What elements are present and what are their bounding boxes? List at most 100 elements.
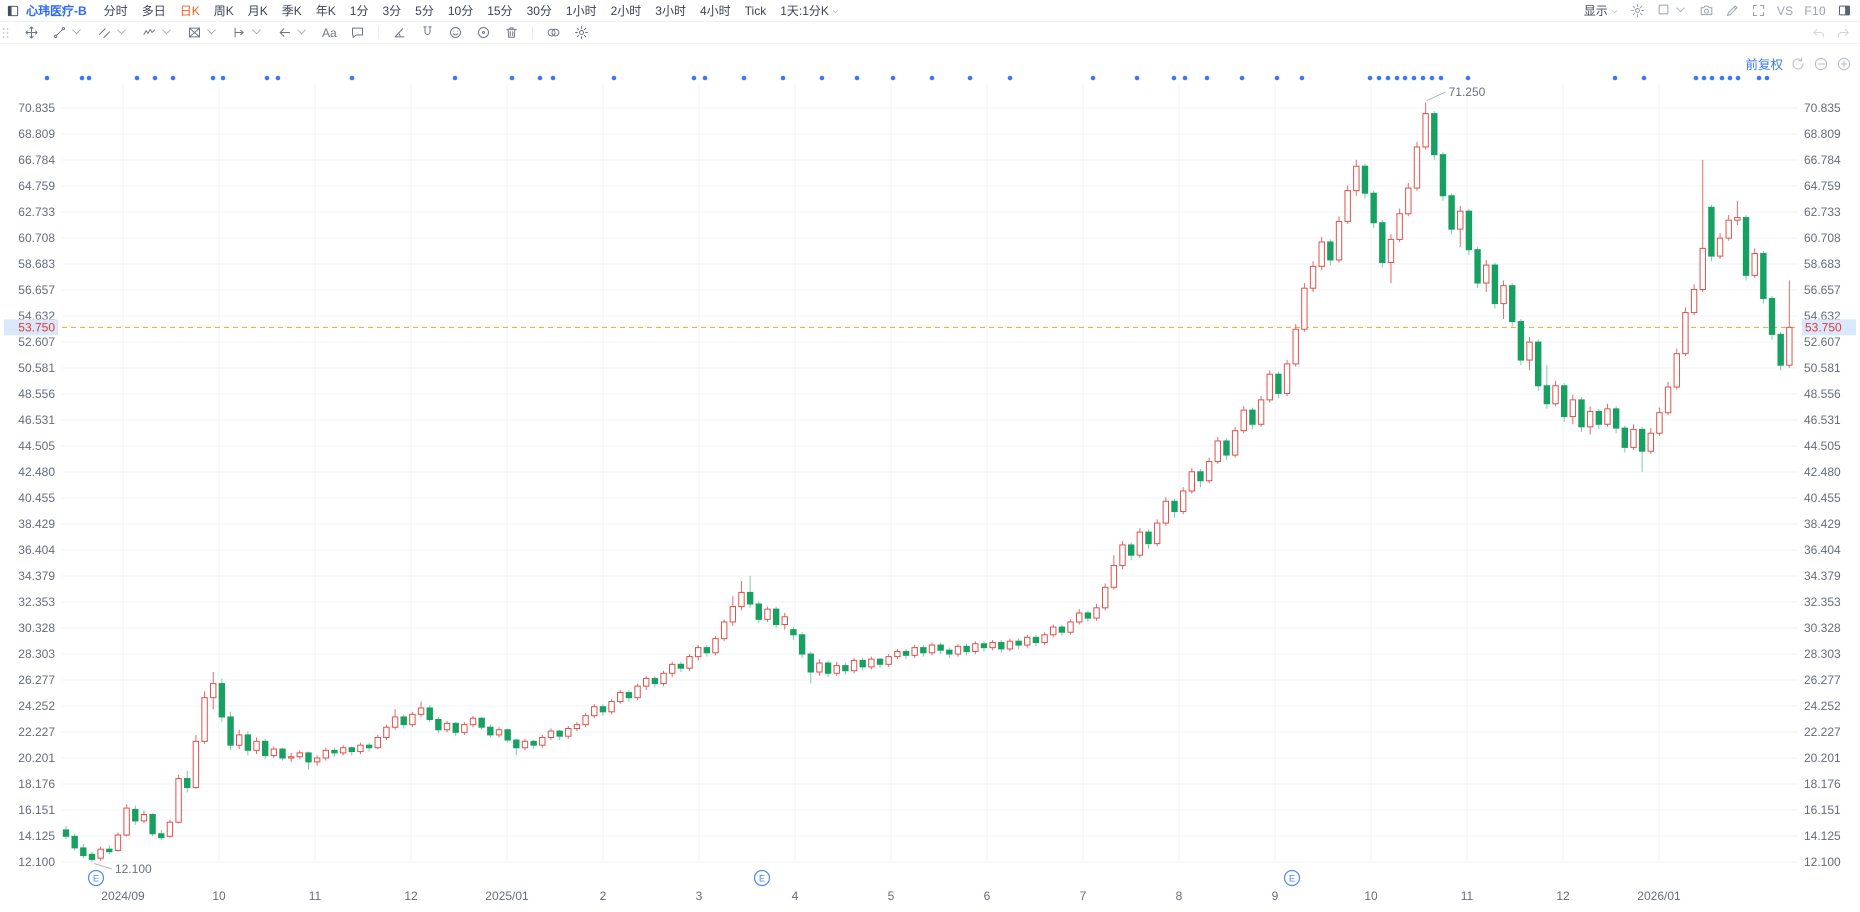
toolbar-drag-handle[interactable] — [2, 27, 9, 38]
event-dot[interactable] — [854, 75, 860, 81]
event-dot[interactable] — [1090, 75, 1096, 81]
target-tool-icon[interactable] — [476, 25, 491, 40]
event-dot[interactable] — [702, 75, 708, 81]
event-dot[interactable] — [1612, 75, 1618, 81]
zoom-in-icon[interactable] — [1836, 56, 1852, 72]
event-dot[interactable] — [1465, 75, 1471, 81]
tab-15分[interactable]: 15分 — [487, 4, 513, 18]
tab-周K[interactable]: 周K — [213, 4, 234, 18]
event-dot[interactable] — [1727, 75, 1733, 81]
delete-tool-icon[interactable] — [504, 25, 519, 40]
comment-tool-icon[interactable] — [350, 25, 365, 40]
event-dot[interactable] — [967, 75, 973, 81]
vs-button[interactable]: VS — [1776, 3, 1794, 18]
measure-tool-icon[interactable] — [232, 24, 264, 41]
fullscreen-icon[interactable] — [1751, 3, 1766, 18]
angle-tool-icon[interactable] — [392, 25, 407, 40]
wave-tool-icon[interactable] — [142, 24, 174, 41]
event-dot[interactable] — [44, 75, 50, 81]
tab-月K[interactable]: 月K — [247, 4, 268, 18]
tab-30分[interactable]: 30分 — [526, 4, 552, 18]
event-dot[interactable] — [1171, 75, 1177, 81]
tab-3小时[interactable]: 3小时 — [655, 4, 686, 18]
tab-Tick[interactable]: Tick — [744, 3, 767, 18]
sidebar-layout-icon[interactable] — [1837, 3, 1852, 18]
candlestick-chart[interactable]: 71.250 12.100 E E E 70.835 70.835 68.809 68.809 6… — [0, 44, 1860, 912]
panel-toggle-icon[interactable] — [6, 4, 20, 18]
event-dot[interactable] — [152, 75, 158, 81]
chart-settings-icon[interactable] — [1630, 3, 1645, 18]
adjust-mode-button[interactable]: 前复权 — [1745, 58, 1783, 72]
event-dot[interactable] — [819, 75, 825, 81]
pan-tool-icon[interactable] — [24, 25, 39, 40]
custom-period-dropdown[interactable]: 1天:1分K — [773, 2, 847, 19]
draw-settings-tool-icon[interactable] — [574, 25, 589, 40]
event-dot[interactable] — [1299, 75, 1305, 81]
event-dot[interactable] — [79, 75, 85, 81]
tab-10分[interactable]: 10分 — [447, 4, 474, 18]
event-dot[interactable] — [1376, 75, 1382, 81]
event-dot[interactable] — [275, 75, 281, 81]
event-dot[interactable] — [1756, 75, 1762, 81]
event-dot[interactable] — [1204, 75, 1210, 81]
event-dot[interactable] — [537, 75, 543, 81]
event-dot[interactable] — [1438, 75, 1444, 81]
event-dot[interactable] — [691, 75, 697, 81]
tab-1分[interactable]: 1分 — [349, 4, 369, 18]
channel-tool-icon[interactable] — [97, 24, 129, 41]
event-dot[interactable] — [1411, 75, 1417, 81]
trend-line-tool-icon[interactable] — [52, 24, 84, 41]
tab-5分[interactable]: 5分 — [415, 4, 434, 18]
layout-select-dropdown[interactable] — [1656, 2, 1688, 20]
event-dot[interactable] — [1641, 75, 1647, 81]
reset-zoom-icon[interactable] — [1790, 56, 1806, 72]
event-dot[interactable] — [220, 75, 226, 81]
event-dot[interactable] — [1134, 75, 1140, 81]
f10-button[interactable]: F10 — [1804, 3, 1826, 18]
event-dot[interactable] — [1693, 75, 1699, 81]
event-dot[interactable] — [1420, 75, 1426, 81]
event-dot[interactable] — [1701, 75, 1707, 81]
edit-icon[interactable] — [1725, 3, 1740, 18]
stock-symbol[interactable]: 心玮医疗-B — [26, 4, 87, 18]
event-dot[interactable] — [929, 75, 935, 81]
redo-icon[interactable] — [1836, 26, 1850, 40]
event-dot[interactable] — [1394, 75, 1400, 81]
tab-3分[interactable]: 3分 — [382, 4, 402, 18]
event-dot[interactable] — [780, 75, 786, 81]
zoom-out-icon[interactable] — [1813, 56, 1829, 72]
earnings-marker-icon[interactable] — [753, 869, 771, 887]
event-dot[interactable] — [264, 75, 270, 81]
event-dot[interactable] — [1709, 75, 1715, 81]
tab-多日[interactable]: 多日 — [141, 4, 166, 18]
event-dot[interactable] — [741, 75, 747, 81]
undo-icon[interactable] — [1812, 26, 1826, 40]
earnings-marker-icon[interactable] — [87, 869, 105, 887]
event-dot[interactable] — [1274, 75, 1280, 81]
event-dot[interactable] — [134, 75, 140, 81]
emoji-tool-icon[interactable] — [448, 25, 463, 40]
tab-日K[interactable]: 日K — [179, 4, 200, 18]
event-dot[interactable] — [550, 75, 556, 81]
event-dot[interactable] — [890, 75, 896, 81]
display-menu[interactable]: 显示 — [1584, 2, 1619, 19]
text-tool-icon[interactable]: Aa — [322, 25, 337, 40]
compare-tool-icon[interactable] — [546, 25, 561, 40]
tab-年K[interactable]: 年K — [315, 4, 336, 18]
tab-4小时[interactable]: 4小时 — [699, 4, 731, 18]
event-dot[interactable] — [170, 75, 176, 81]
magnet-tool-icon[interactable] — [420, 25, 435, 40]
tab-分时[interactable]: 分时 — [103, 4, 128, 18]
event-dot[interactable] — [611, 75, 617, 81]
tab-季K[interactable]: 季K — [281, 4, 302, 18]
event-dot[interactable] — [1429, 75, 1435, 81]
tab-2小时[interactable]: 2小时 — [610, 4, 642, 18]
event-dot[interactable] — [1719, 75, 1725, 81]
event-dot[interactable] — [1007, 75, 1013, 81]
tab-1小时[interactable]: 1小时 — [565, 4, 597, 18]
event-dot[interactable] — [1239, 75, 1245, 81]
event-dot[interactable] — [452, 75, 458, 81]
event-dot[interactable] — [1182, 75, 1188, 81]
arrow-tool-icon[interactable] — [277, 24, 309, 41]
event-dot[interactable] — [349, 75, 355, 81]
